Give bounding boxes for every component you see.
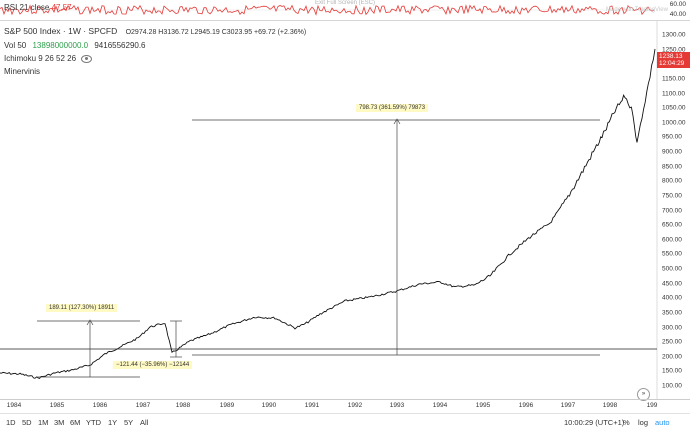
rsi-line xyxy=(0,4,655,16)
range-button-ytd[interactable]: YTD xyxy=(86,418,101,427)
minervini-legend[interactable]: Minervinis xyxy=(4,67,40,76)
range-button-5d[interactable]: 5D xyxy=(22,418,32,427)
percent-toggle[interactable]: % xyxy=(623,418,630,427)
price-scale-label: 900.00 xyxy=(662,148,682,156)
time-axis-label: 1991 xyxy=(304,402,320,409)
time-axis[interactable]: 1984 1985 1986 1987 1988 1989 1990 1991 1992 1993… xyxy=(0,399,690,414)
measure3-label[interactable]: 798.73 (361.59%) 79873 xyxy=(356,104,429,112)
countdown: 12:04:29 xyxy=(659,60,685,67)
clock[interactable]: 10:00:29 (UTC+1) xyxy=(564,418,625,427)
rsi-scale-top: 60.00 xyxy=(669,1,686,8)
time-axis-label: 1985 xyxy=(49,402,65,409)
range-button-all[interactable]: All xyxy=(140,418,149,427)
price-scale-label: 850.00 xyxy=(662,163,682,171)
time-axis-label: 1987 xyxy=(135,402,151,409)
rsi-label-text: RSI 21 close xyxy=(4,3,50,12)
price-scale-label: 1150.00 xyxy=(662,75,686,83)
price-chart[interactable] xyxy=(0,21,690,399)
price-scale-label: 450.00 xyxy=(662,280,682,288)
exit-fullscreen-hint[interactable]: Exit Full Screen (ESC) xyxy=(315,0,376,6)
price-chart-pane[interactable]: S&P 500 Index · 1W · SPCFD O2974.28 H313… xyxy=(0,21,690,401)
time-axis-label: 1990 xyxy=(261,402,277,409)
bottom-toolbar: 1D 5D 1M 3M 6M YTD 1Y 5Y All 10:00:29 (UTC+1) % … xyxy=(0,413,690,432)
time-axis-label: 1994 xyxy=(432,402,448,409)
price-scale-label: 600.00 xyxy=(662,236,682,244)
range-button-5y[interactable]: 5Y xyxy=(124,418,134,427)
volume-label: Vol 50 xyxy=(4,41,27,50)
time-axis-label: 1988 xyxy=(175,402,191,409)
rsi-value: 47.57 xyxy=(51,3,72,12)
ichimoku-label: Ichimoku 9 26 52 26 xyxy=(4,54,77,63)
tradingview-watermark: Made with TradingView xyxy=(606,7,668,13)
range-button-1m[interactable]: 1M xyxy=(38,418,49,427)
measure2-label[interactable]: −121.44 (−35.96%) −12144 xyxy=(113,361,193,369)
price-scale-label: 100.00 xyxy=(662,382,682,390)
measure3-arrowhead xyxy=(393,118,401,125)
price-scale-label: 300.00 xyxy=(662,324,682,332)
time-axis-label: 1998 xyxy=(602,402,618,409)
log-toggle[interactable]: log xyxy=(638,418,649,427)
range-button-1d[interactable]: 1D xyxy=(6,418,16,427)
ohlc-values: O2974.28 H3136.72 L2945.19 C3023.95 +69.… xyxy=(125,29,307,36)
time-axis-label: 1997 xyxy=(560,402,576,409)
measure1-arrowhead xyxy=(86,319,94,326)
price-scale-label: 1050.00 xyxy=(662,104,686,112)
measure-tool-1 xyxy=(37,319,140,378)
minervini-label: Minervinis xyxy=(4,67,41,76)
time-axis-label: 1992 xyxy=(347,402,363,409)
price-scale-label: 550.00 xyxy=(662,250,682,258)
price-scale-label: 200.00 xyxy=(662,353,682,361)
price-scale-label: 950.00 xyxy=(662,133,682,141)
range-button-3m[interactable]: 3M xyxy=(54,418,65,427)
time-axis-label: 1989 xyxy=(219,402,235,409)
symbol-legend[interactable]: S&P 500 Index · 1W · SPCFD O2974.28 H313… xyxy=(4,26,306,36)
last-price-tag: 1238.13 12:04:29 xyxy=(657,52,690,68)
scroll-to-realtime-button[interactable]: » xyxy=(637,388,650,401)
volume-value: 13898000000.0 xyxy=(32,41,89,50)
measure1-label[interactable]: 189.11 (127.30%) 18911 xyxy=(46,304,118,312)
ichimoku-legend[interactable]: Ichimoku 9 26 52 26 xyxy=(4,54,93,63)
volume-ma-value: 9416556290.6 xyxy=(94,41,146,50)
eye-icon[interactable] xyxy=(81,54,93,63)
price-scale-label: 1000.00 xyxy=(662,119,686,127)
volume-legend[interactable]: Vol 50 13898000000.0 9416556290.6 xyxy=(4,41,146,50)
range-button-1y[interactable]: 1Y xyxy=(108,418,118,427)
rsi-scale-bottom: 40.00 xyxy=(669,11,686,18)
auto-toggle[interactable]: auto xyxy=(655,418,670,427)
measure-tool-3 xyxy=(192,118,600,356)
price-scale-label: 1300.00 xyxy=(662,31,686,39)
price-scale-label: 1250.00 xyxy=(662,46,686,54)
price-scale-label: 350.00 xyxy=(662,309,682,317)
time-axis-label: 1986 xyxy=(92,402,108,409)
range-button-6m[interactable]: 6M xyxy=(70,418,81,427)
last-price: 1238.13 xyxy=(659,53,683,60)
price-scale-label: 800.00 xyxy=(662,177,682,185)
time-axis-label: 1984 xyxy=(6,402,22,409)
price-scale-label: 700.00 xyxy=(662,207,682,215)
price-scale-label: 1100.00 xyxy=(662,90,686,98)
rsi-pane[interactable]: RSI 21 close 47.57 Exit Full Screen (ESC… xyxy=(0,0,690,21)
price-scale-label: 750.00 xyxy=(662,192,682,200)
time-axis-label: 199 xyxy=(646,402,658,409)
price-line xyxy=(0,48,656,380)
time-axis-label: 1993 xyxy=(389,402,405,409)
price-scale-label: 150.00 xyxy=(662,367,682,375)
measure-tool-2 xyxy=(170,320,182,358)
time-axis-label: 1995 xyxy=(475,402,491,409)
price-scale-label: 250.00 xyxy=(662,338,682,346)
time-axis-label: 1996 xyxy=(518,402,534,409)
price-scale-label: 650.00 xyxy=(662,221,682,229)
price-scale-label: 400.00 xyxy=(662,294,682,302)
symbol-title[interactable]: S&P 500 Index · 1W · SPCFD xyxy=(4,26,118,36)
rsi-line-chart xyxy=(0,4,655,16)
price-scale-label: 500.00 xyxy=(662,265,682,273)
rsi-legend[interactable]: RSI 21 close 47.57 xyxy=(4,3,72,12)
